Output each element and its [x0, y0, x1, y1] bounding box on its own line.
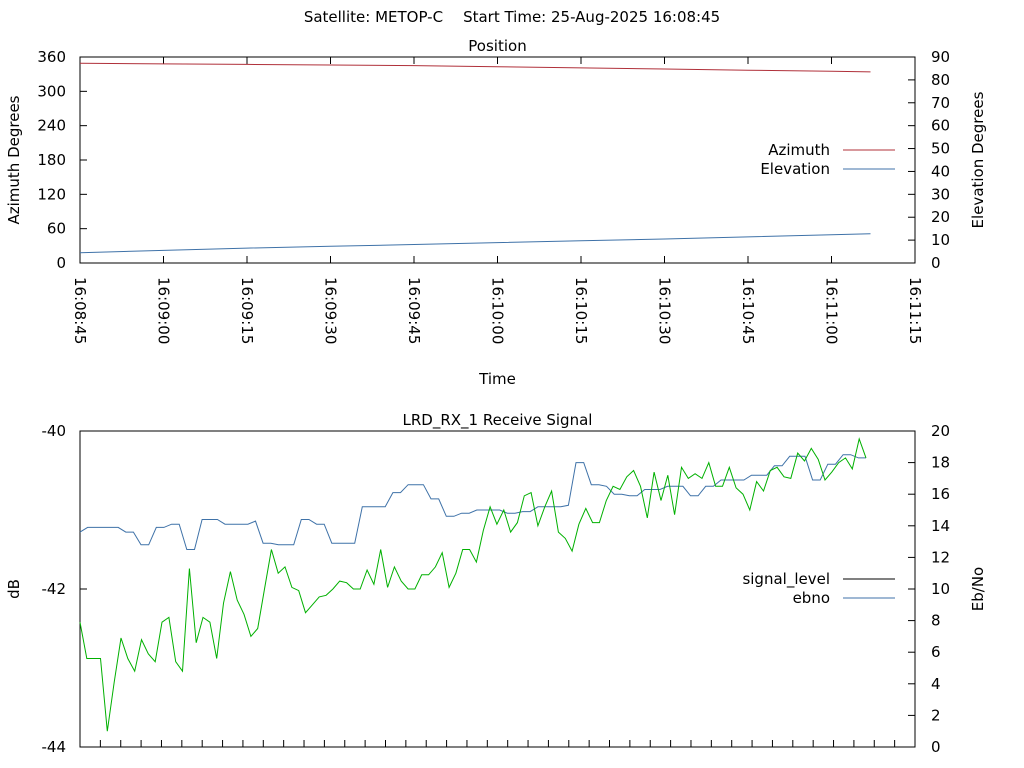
chart-title: LRD_RX_1 Receive Signal — [403, 411, 593, 430]
start-time-label: Start Time: 25-Aug-2025 16:08:45 — [463, 8, 720, 26]
y-tick-label: -40 — [42, 422, 67, 440]
y2-tick-label: 70 — [931, 94, 950, 112]
y-tick-label: 180 — [37, 151, 66, 169]
y-tick-label: -42 — [42, 580, 67, 598]
y2-tick-label: 20 — [931, 208, 950, 226]
y-tick-label: 300 — [37, 82, 66, 100]
x-tick-label: 16:11:00 — [823, 277, 841, 344]
receive-signal-chart: LRD_RX_1 Receive Signal -40 -42 -44 0 2 4 6 8 10 1… — [5, 411, 987, 756]
x-tick-label: 16:10:15 — [572, 277, 590, 344]
y-axis-label: dB — [5, 579, 23, 599]
y2-tick-label: 16 — [931, 485, 950, 503]
y-tick-label: 60 — [47, 220, 66, 238]
series-line-ebno — [79, 454, 866, 550]
y2-tick-label: 0 — [931, 254, 941, 272]
y-tick-label: 240 — [37, 117, 66, 135]
x-tick-label: 16:10:45 — [739, 277, 757, 344]
legend-label-azimuth: Azimuth — [768, 141, 830, 159]
y-tick-label: 0 — [56, 254, 66, 272]
series-line-azimuth — [79, 62, 871, 73]
y2-tick-label: 6 — [931, 643, 941, 661]
x-axis-label: Time — [478, 370, 516, 388]
chart-title: Position — [468, 37, 526, 55]
x-tick-label: 16:09:45 — [405, 277, 423, 344]
y2-tick-label: 10 — [931, 580, 950, 598]
x-tick-label: 16:11:15 — [906, 277, 924, 344]
legend-label-ebno: ebno — [793, 589, 830, 607]
y2-tick-label: 2 — [931, 706, 941, 724]
y2-tick-label: 80 — [931, 71, 950, 89]
x-tick-label: 16:09:00 — [155, 277, 173, 344]
y2-tick-label: 10 — [931, 231, 950, 249]
y2-tick-label: 60 — [931, 117, 950, 135]
y2-tick-label: 4 — [931, 675, 941, 693]
legend-label-elevation: Elevation — [760, 160, 830, 178]
series-line-elevation — [79, 233, 871, 254]
y2-axis-label: Eb/No — [969, 567, 987, 611]
x-tick-label: 16:10:00 — [489, 277, 507, 344]
satellite-label: Satellite: METOP-C — [304, 8, 443, 26]
y-tick-label: 360 — [37, 48, 66, 66]
y2-tick-label: 8 — [931, 612, 941, 630]
x-tick-label: 16:09:30 — [322, 277, 340, 344]
y2-tick-label: 0 — [931, 738, 941, 756]
chart-header: Satellite: METOP-C Start Time: 25-Aug-202… — [304, 8, 720, 26]
y2-tick-label: 18 — [931, 454, 950, 472]
y2-tick-label: 90 — [931, 48, 950, 66]
y2-axis-label: Elevation Degrees — [969, 91, 987, 228]
y2-tick-label: 30 — [931, 185, 950, 203]
x-tick-label: 16:09:15 — [238, 277, 256, 344]
series-line-unnamed — [79, 437, 867, 732]
y-axis-label: Azimuth Degrees — [5, 95, 23, 224]
y2-tick-label: 20 — [931, 422, 950, 440]
position-chart: Position 0 60 120 180 240 300 360 0 10 20 30 40 50 60 7… — [5, 37, 987, 388]
legend-label-signal_level: signal_level — [742, 570, 830, 589]
y2-tick-label: 14 — [931, 517, 950, 535]
y2-tick-label: 12 — [931, 548, 950, 566]
y-tick-label: -44 — [42, 738, 67, 756]
x-tick-label: 16:10:30 — [656, 277, 674, 344]
y2-tick-label: 50 — [931, 140, 950, 158]
y2-tick-label: 40 — [931, 162, 950, 180]
x-tick-label: 16:08:45 — [71, 277, 89, 344]
y-tick-label: 120 — [37, 185, 66, 203]
